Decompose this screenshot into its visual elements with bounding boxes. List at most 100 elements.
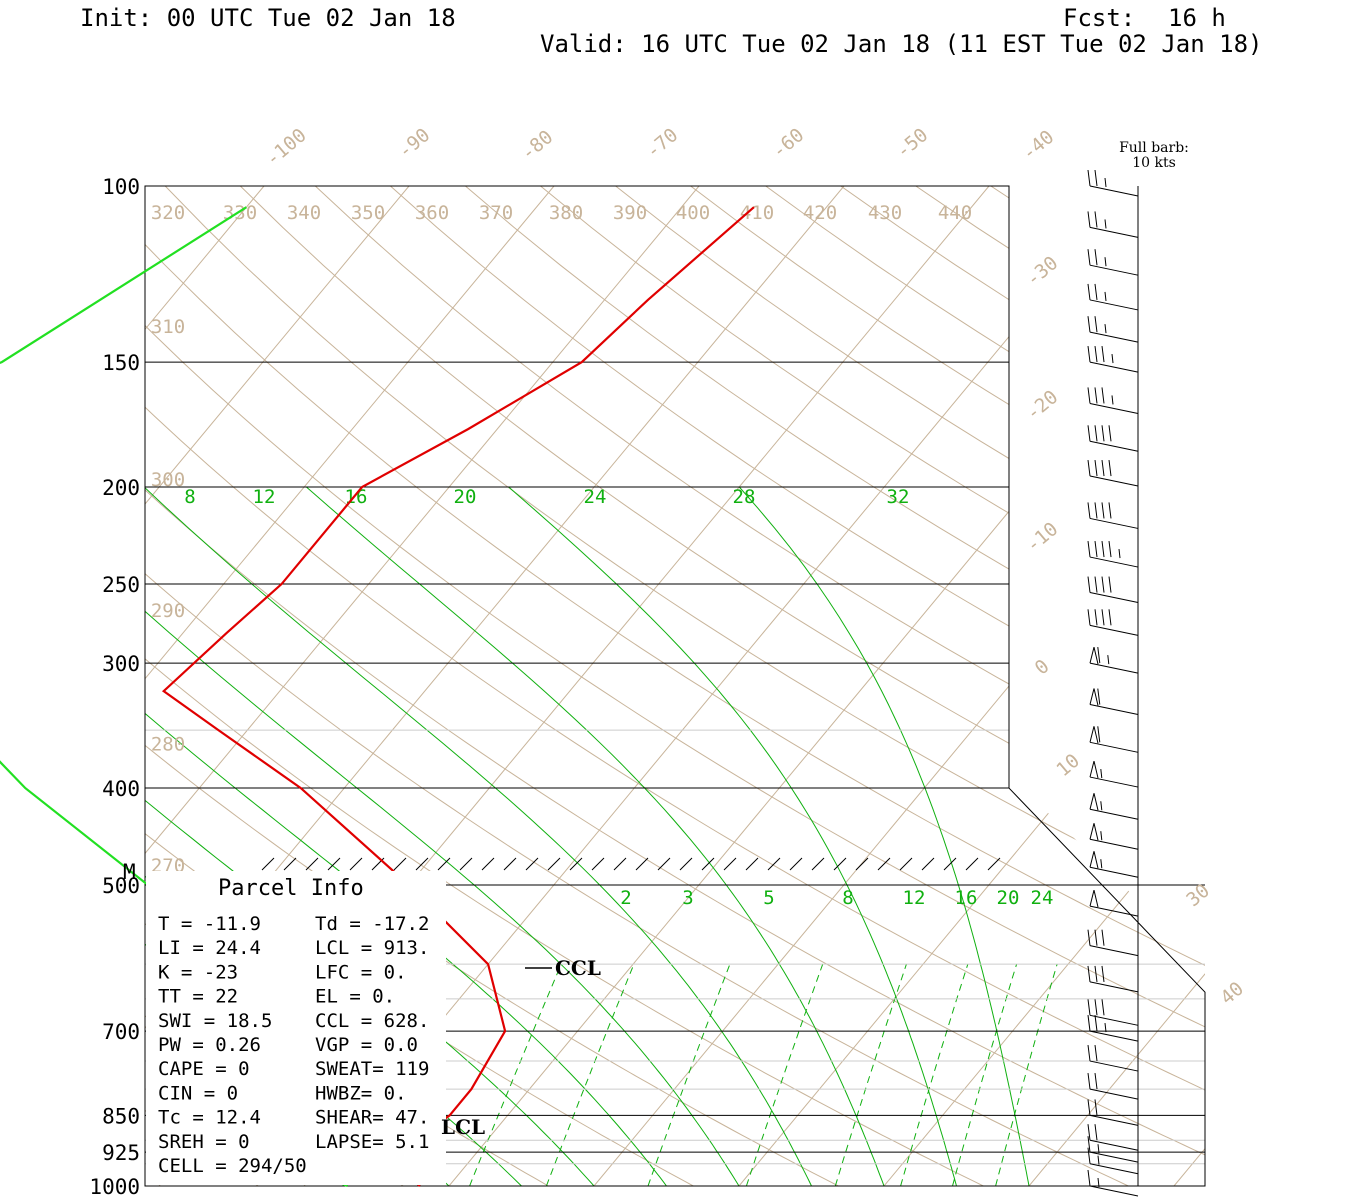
isotherm-label: -70 <box>642 124 682 163</box>
theta-label: 280 <box>151 733 185 755</box>
wind-barb-full <box>1087 1044 1091 1062</box>
theta-label: 340 <box>287 202 321 224</box>
wind-barb <box>1087 1147 1139 1175</box>
wind-barb-full <box>1101 999 1105 1016</box>
hatch-mark <box>481 857 495 871</box>
dry-adiabat <box>314 186 1205 1186</box>
theta-label: 320 <box>151 202 185 224</box>
hatch-mark <box>503 857 517 871</box>
wind-barb-flag <box>1089 851 1099 869</box>
wind-barb <box>1089 823 1139 850</box>
hatch-mark <box>855 857 869 871</box>
wind-barb-full <box>1087 425 1091 442</box>
wind-barb-staff <box>1089 331 1139 343</box>
wind-barb-full <box>1087 283 1091 301</box>
wind-barb-full <box>1094 1099 1098 1116</box>
wind-barb-full <box>1094 576 1098 593</box>
hatch-mark <box>811 857 825 871</box>
wind-barb-full <box>1101 425 1105 442</box>
wind-barb <box>1087 541 1139 568</box>
hatch-mark <box>547 857 561 871</box>
hatch-mark <box>283 857 297 871</box>
hatch-mark <box>833 857 847 871</box>
wind-barb-full <box>1094 316 1098 333</box>
plot-frame <box>144 185 1206 1187</box>
isotherm-label: 40 <box>1216 978 1248 1010</box>
mixing-ratio-label: 5 <box>763 887 774 909</box>
parcel-info-right: HWBZ= 0. <box>315 1082 407 1104</box>
wind-barb-staff <box>1089 704 1139 716</box>
hatch-mark <box>635 857 649 871</box>
wind-barb-full <box>1094 387 1098 404</box>
parcel-info-right: LAPSE= 5.1 <box>315 1131 429 1153</box>
isotherm-label: 0 <box>1031 655 1054 679</box>
pressure-label: 1000 <box>89 1175 140 1199</box>
parcel-info-left: LI = 24.4 <box>158 937 261 959</box>
parcel-info-left: Tc = 12.4 <box>158 1107 261 1129</box>
wind-barb-full <box>1094 249 1098 266</box>
parcel-info-right: SHEAR= 47. <box>315 1107 429 1129</box>
wind-barb-full <box>1094 1015 1098 1032</box>
wind-barb-full <box>1097 688 1101 705</box>
wind-barb-staff <box>1089 945 1139 957</box>
wind-barb-full <box>1087 316 1091 333</box>
wind-barb-half <box>1118 549 1121 559</box>
wind-barb-half <box>1100 769 1103 779</box>
wind-barb-full <box>1087 387 1091 404</box>
parcel-info-title: Parcel Info <box>218 876 364 901</box>
wind-barb-flag <box>1089 823 1099 841</box>
wind-barb <box>1087 387 1139 414</box>
barb-legend-line1: Full barb: <box>1119 140 1189 156</box>
wind-barb-half <box>1104 1023 1107 1033</box>
hatch-mark <box>679 857 693 871</box>
frame-outline <box>144 185 1206 1187</box>
hatch-mark <box>987 857 1001 871</box>
wind-barb-full <box>1087 502 1091 519</box>
wind-barb <box>1087 999 1139 1026</box>
parcel-info-right: LCL = 913. <box>315 937 429 959</box>
wind-barb-staff <box>1089 981 1139 993</box>
wind-barb-full <box>1108 576 1112 593</box>
mixing-ratio-label: 16 <box>955 887 978 909</box>
wind-barb-full <box>1101 609 1105 626</box>
wind-barb-staff <box>1089 517 1139 529</box>
wind-barb <box>1087 346 1139 373</box>
isotherm-line <box>1319 186 1350 1186</box>
wind-barb <box>1087 1136 1139 1163</box>
wind-barb-full <box>1094 1044 1098 1062</box>
hatch-mark <box>591 857 605 871</box>
wind-barb-full <box>1101 965 1105 982</box>
wind-barb-staff <box>1089 402 1139 414</box>
wind-barb-full <box>1108 425 1112 442</box>
hatch-mark <box>327 857 341 871</box>
isotherm-line <box>145 186 700 1186</box>
mixing-ratio-line <box>900 964 969 1186</box>
mixing-ratio-label: 32 <box>887 486 910 508</box>
wind-barb-full <box>1094 169 1098 187</box>
wind-barb <box>1087 1073 1139 1100</box>
wind-barb-full <box>1108 609 1112 626</box>
init-time: Init: 00 UTC Tue 02 Jan 18 <box>80 4 456 32</box>
wind-barb-staff <box>1089 776 1139 788</box>
wind-barb-flag <box>1089 890 1099 908</box>
lcl-label: LCL <box>441 1115 485 1139</box>
barb-legend-line2: 10 kts <box>1132 155 1176 171</box>
parcel-info-right: Td = -17.2 <box>315 913 429 935</box>
m-marker: M <box>123 860 136 884</box>
hatch-mark <box>877 857 891 871</box>
wind-barbs <box>1087 169 1139 1197</box>
isotherm-line <box>145 186 410 1186</box>
wind-barb-staff <box>1089 1151 1139 1163</box>
hatch-mark <box>459 857 473 871</box>
isotherm-label: -90 <box>394 124 434 163</box>
wind-barb <box>1087 425 1139 452</box>
parcel-info-left: CELL = 294/50 <box>158 1155 307 1177</box>
wind-barb-staff <box>1089 1185 1139 1197</box>
hatch-mark <box>767 857 781 871</box>
theta-label: 380 <box>549 202 583 224</box>
theta-label: 310 <box>151 316 185 338</box>
wind-barb-full <box>1094 425 1098 442</box>
dry-adiabat <box>915 186 1205 1186</box>
wind-barb <box>1089 688 1139 716</box>
wind-barb-full <box>1101 541 1105 558</box>
